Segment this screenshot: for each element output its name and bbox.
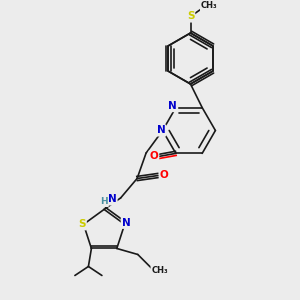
- Text: H: H: [100, 197, 108, 206]
- Text: CH₃: CH₃: [152, 266, 168, 275]
- Text: N: N: [108, 194, 117, 205]
- Text: CH₃: CH₃: [201, 2, 218, 10]
- Text: O: O: [160, 170, 169, 181]
- Text: N: N: [168, 101, 177, 111]
- Text: N: N: [157, 125, 166, 136]
- Text: O: O: [149, 152, 158, 161]
- Text: N: N: [122, 218, 130, 228]
- Text: S: S: [187, 11, 194, 22]
- Text: S: S: [78, 219, 86, 229]
